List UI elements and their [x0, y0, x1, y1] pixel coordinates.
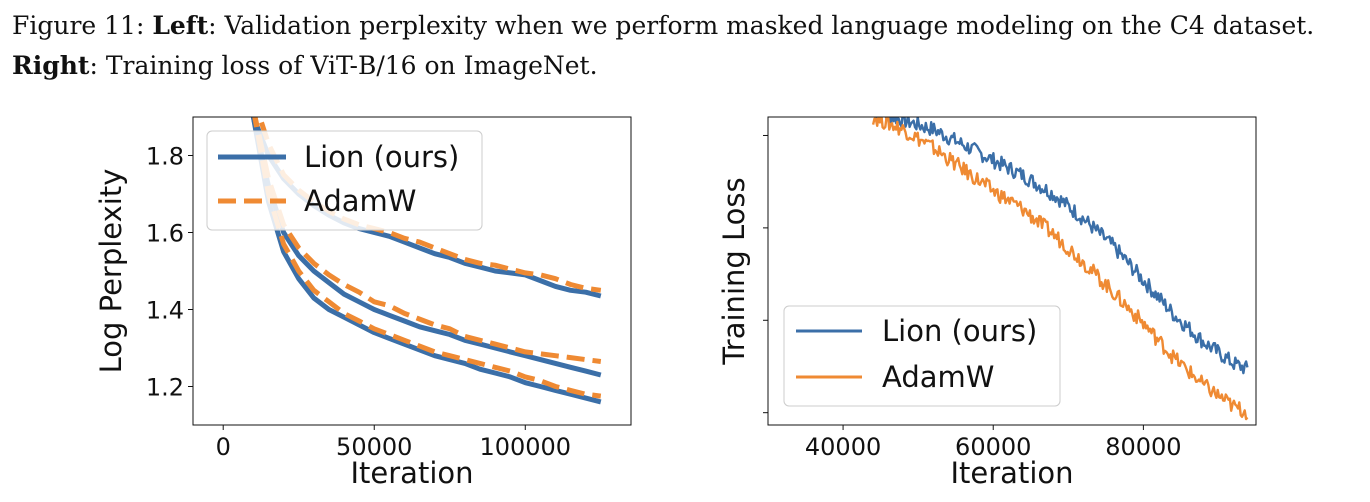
figure-caption: Figure 11: Left: Validation perplexity w…: [12, 6, 1362, 86]
plot-frame: [767, 116, 1257, 426]
x-tick-label: 80000: [1105, 433, 1181, 461]
left-chart: 0 50000 100000 1.2 1.4 1.6 1.8 Iteration Log Per…: [94, 116, 632, 490]
series-line-adamw: [871, 117, 1249, 421]
right-chart: 40000 60000 80000 Iteration Training Loss Lio…: [717, 116, 1257, 490]
x-axis-label: Iteration: [950, 456, 1073, 490]
x-tick-label: 40000: [805, 433, 881, 461]
x-tick-label: 0: [216, 433, 231, 461]
y-tick-label: 1.6: [146, 220, 184, 248]
legend-label-adamw: AdamW: [304, 184, 416, 218]
caption-left-text: : Validation perplexity when we perform …: [208, 11, 1315, 40]
y-axis-label: Log Perplexity: [94, 169, 128, 374]
x-tick-label: 60000: [955, 433, 1031, 461]
x-tick-label: 100000: [479, 433, 571, 461]
series-line-lion-ours: [874, 117, 1249, 375]
x-axis-label: Iteration: [350, 456, 473, 490]
caption-right-text: : Training loss of ViT-B/16 on ImageNet.: [89, 51, 598, 80]
y-axis-label: Training Loss: [717, 177, 751, 365]
x-tick-label: 50000: [336, 433, 412, 461]
y-tick-label: 1.4: [146, 297, 184, 325]
caption-prefix: Figure 11:: [12, 11, 153, 40]
legend-label-lion: Lion (ours): [304, 140, 459, 174]
plot-frame: [192, 116, 632, 426]
plot-lines: [871, 117, 1249, 421]
series-line-3: [252, 117, 602, 364]
y-tick-label: 1.2: [146, 374, 184, 402]
y-tick-label: 1.8: [146, 143, 184, 171]
legend: Lion (ours) AdamW: [783, 305, 1061, 407]
series-line-5: [252, 117, 602, 399]
caption-left-label: Left: [152, 11, 209, 40]
legend-label-lion: Lion (ours): [882, 314, 1037, 348]
caption-right-label: Right: [12, 51, 90, 80]
legend-label-adamw: AdamW: [882, 360, 994, 394]
series-line-4: [250, 117, 602, 405]
legend: Lion (ours) AdamW: [206, 130, 483, 231]
series-line-2: [250, 117, 602, 378]
